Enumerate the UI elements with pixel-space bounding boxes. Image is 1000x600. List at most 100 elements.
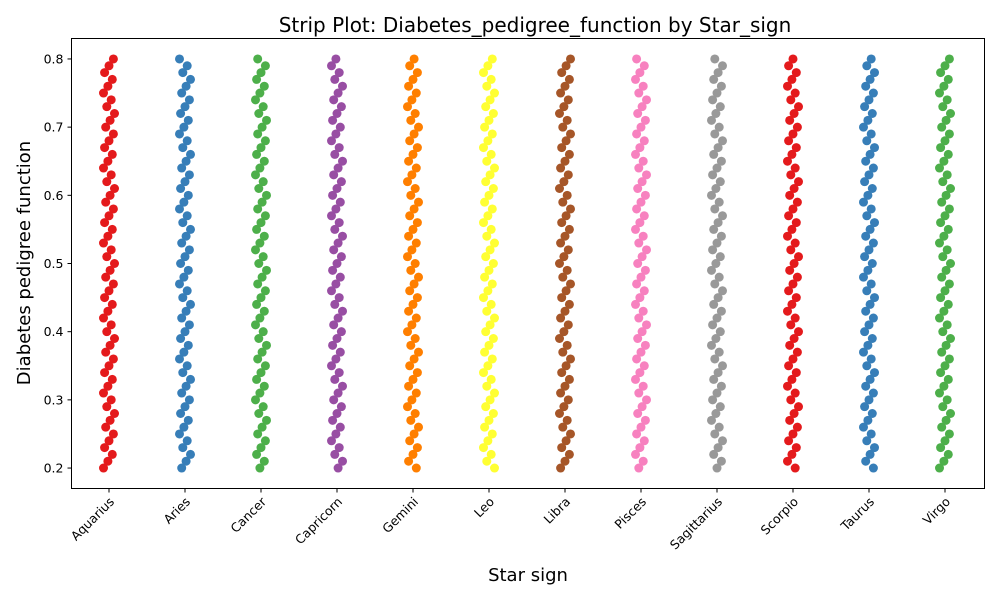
data-point: [404, 231, 414, 241]
data-point: [485, 320, 495, 330]
data-point: [184, 395, 194, 405]
data-point: [939, 306, 949, 316]
data-point: [791, 218, 801, 228]
data-point: [861, 81, 871, 91]
data-point: [938, 402, 948, 412]
data-point: [715, 252, 725, 262]
data-point: [790, 388, 800, 398]
data-point: [946, 334, 955, 343]
data-point: [557, 218, 567, 228]
data-point: [483, 286, 493, 296]
data-point: [104, 436, 114, 446]
data-point: [107, 149, 117, 159]
data-point: [106, 320, 116, 330]
data-point: [784, 211, 794, 221]
data-point: [486, 374, 496, 384]
data-point: [255, 463, 265, 473]
data-point: [635, 218, 645, 228]
data-point: [409, 354, 419, 364]
data-point: [787, 299, 797, 309]
data-point: [942, 245, 952, 255]
data-point: [180, 177, 190, 187]
data-point: [406, 340, 416, 350]
data-point: [794, 402, 803, 412]
data-point: [482, 456, 492, 466]
data-point: [490, 313, 499, 323]
data-point: [181, 231, 191, 241]
data-point: [179, 347, 189, 357]
data-point: [181, 456, 191, 466]
data-point: [634, 388, 644, 398]
data-point: [561, 286, 571, 296]
data-point: [180, 252, 190, 262]
data-point: [714, 272, 724, 282]
data-point: [861, 306, 871, 316]
data-point: [252, 224, 262, 234]
data-point: [788, 279, 798, 289]
data-point: [940, 361, 950, 371]
data-point: [560, 381, 570, 391]
data-point: [941, 115, 951, 125]
data-point: [484, 265, 494, 275]
data-point: [786, 170, 796, 180]
data-point: [414, 122, 423, 132]
data-point: [404, 381, 414, 391]
data-point: [638, 381, 648, 391]
data-point: [639, 61, 649, 71]
data-point: [788, 429, 798, 439]
data-point: [794, 177, 803, 187]
data-point: [107, 299, 117, 309]
data-point: [637, 402, 647, 412]
data-point: [108, 279, 118, 289]
data-point: [634, 238, 644, 248]
data-point: [404, 456, 414, 466]
data-point: [483, 211, 493, 221]
data-point: [935, 313, 944, 323]
data-point: [179, 422, 189, 432]
data-point: [330, 449, 340, 459]
data-point: [101, 422, 111, 432]
data-point: [632, 279, 642, 289]
data-point: [181, 306, 191, 316]
data-point: [711, 259, 721, 268]
data-point: [715, 402, 725, 412]
data-point: [784, 61, 794, 71]
data-point: [257, 272, 267, 282]
data-point: [935, 238, 944, 248]
data-point: [870, 143, 879, 153]
data-point: [633, 109, 643, 118]
data-point: [262, 190, 271, 200]
data-point: [637, 177, 647, 187]
data-point: [940, 286, 950, 296]
data-point: [414, 272, 423, 282]
data-point: [940, 436, 950, 446]
data-point: [718, 286, 727, 296]
data-point: [713, 143, 723, 153]
data-point: [946, 259, 955, 268]
data-point: [860, 177, 870, 187]
data-point: [642, 95, 651, 105]
data-point: [640, 265, 650, 275]
data-point: [100, 443, 110, 453]
data-point: [635, 143, 645, 153]
data-point: [103, 81, 113, 91]
data-point: [405, 61, 415, 71]
data-point: [338, 156, 347, 166]
data-point: [707, 190, 716, 200]
data-point: [108, 429, 118, 439]
y-tick-label: 0.5: [44, 256, 64, 271]
data-point: [177, 313, 187, 323]
data-point: [178, 68, 188, 78]
x-axis: Aquarius Aries Cancer Capricorn Gemini Leo Lib…: [68, 488, 953, 552]
data-point: [943, 224, 953, 234]
data-point: [259, 231, 269, 241]
data-point: [404, 81, 414, 91]
data-point: [106, 395, 116, 405]
data-point: [100, 368, 110, 378]
data-point: [564, 299, 574, 309]
data-point: [110, 109, 119, 118]
data-point: [329, 245, 339, 255]
data-point: [403, 177, 412, 187]
data-point: [104, 211, 114, 221]
data-point: [634, 163, 644, 173]
